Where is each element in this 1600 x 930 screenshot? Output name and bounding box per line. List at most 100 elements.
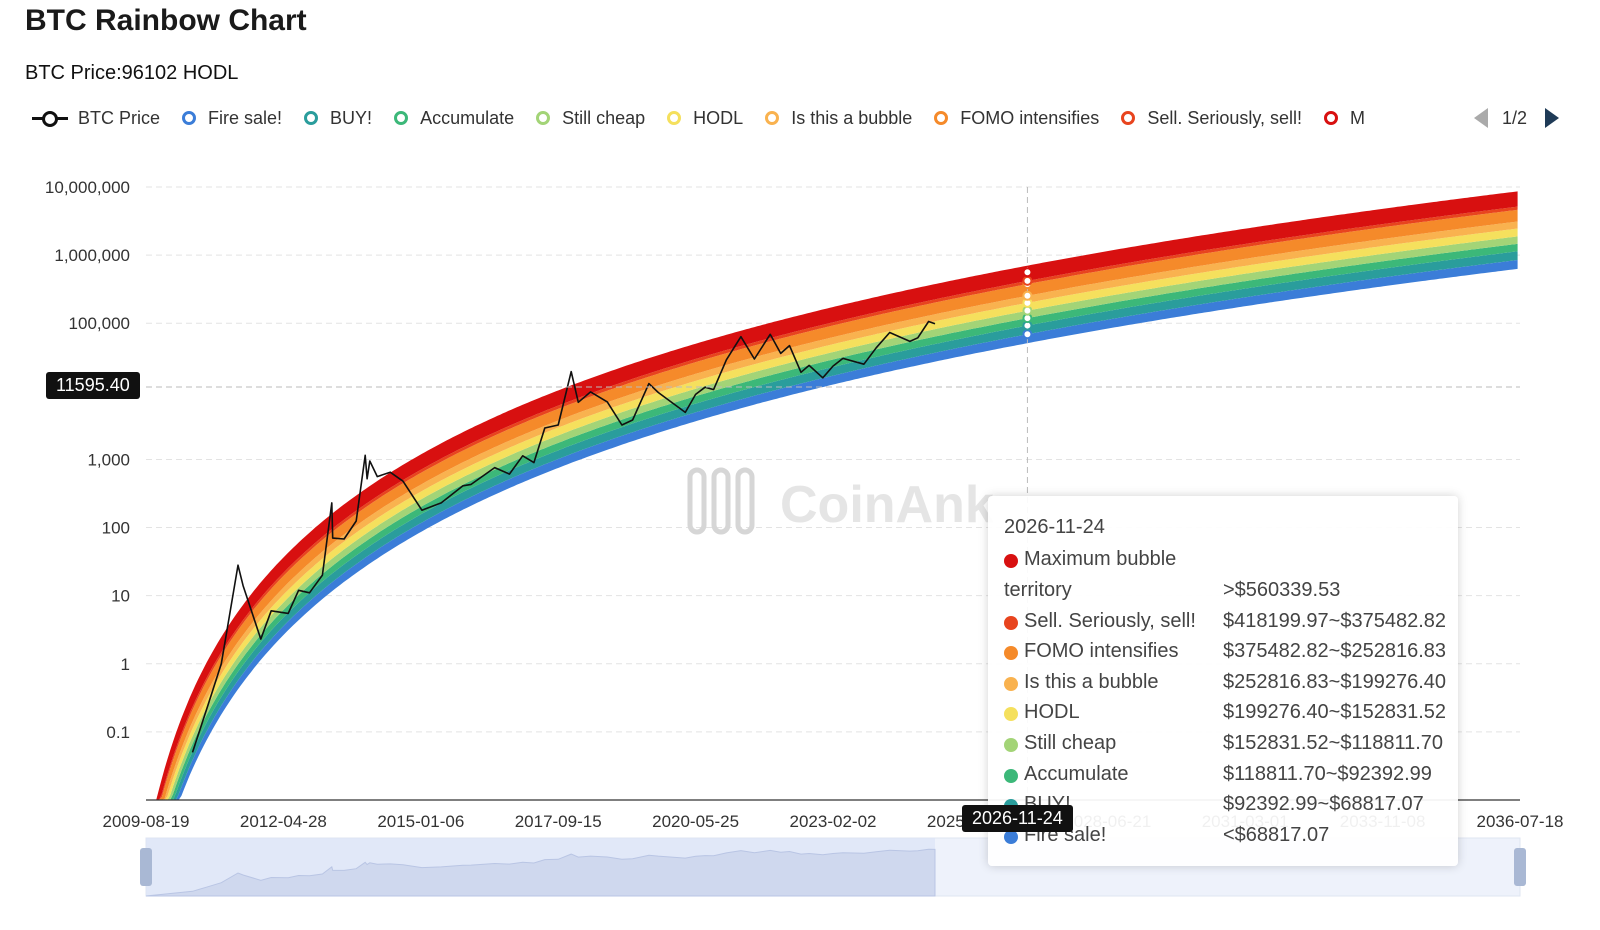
chevron-right-icon[interactable] [1545,108,1560,128]
color-dot-icon [1004,646,1018,661]
rainbow-band [147,260,1518,800]
legend-item[interactable]: HODL [667,103,743,133]
tooltip-band-range: $375482.82~$252816.83 [1223,640,1447,663]
color-dot-icon [1004,707,1018,722]
legend-label: Is this a bubble [791,107,913,128]
color-dot-icon [1004,738,1018,752]
tooltip-band-name: Sell. Seriously, sell! [1024,609,1196,632]
legend-label: Accumulate [420,107,515,128]
circle-marker-icon [304,111,319,125]
tooltip-band-name: Still cheap [1024,732,1117,754]
zoom-handle-right[interactable] [1514,848,1526,886]
chart-legend: BTC Price Fire sale! BUY! Accumulate Still c… [32,103,1600,133]
legend-pager: 1/2 [1468,103,1560,133]
legend-label: Sell. Seriously, sell! [1147,107,1303,128]
legend-label: M [1350,107,1366,128]
y-tick-label: 0.1 [106,723,130,742]
tooltip-band-range: $92392.99~$68817.07 [1223,793,1424,816]
chevron-left-icon[interactable] [1474,108,1488,128]
y-tick-label: 10 [111,587,130,606]
x-tick-label: 2020-05-25 [652,812,739,831]
circle-marker-icon [394,111,409,125]
tooltip-row: Is this a bubble $252816.83~$199276.40 [1004,671,1454,701]
tooltip-band-range: >$560339.53 [1223,579,1341,601]
crosshair-point [1022,305,1033,316]
legend-item[interactable]: FOMO intensifies [934,103,1099,133]
rainbow-band [147,206,1518,801]
y-tick-label: 10,000,000 [45,178,130,197]
y-tick-label: 1,000,000 [54,246,130,265]
legend-item[interactable]: Still cheap [536,103,645,133]
page-title: BTC Rainbow Chart [25,4,307,37]
tooltip-date: 2026-11-24 [1004,516,1105,538]
circle-marker-icon [667,111,682,125]
circle-marker-icon [1324,111,1339,125]
circle-marker-icon [182,111,197,125]
tooltip-band-range: $118811.70~$92392.99 [1223,762,1432,785]
zoom-slider-preview [145,848,936,897]
tooltip-band-name: Is this a bubble [1024,670,1159,693]
tooltip-band-name: FOMO intensifies [1024,640,1179,663]
crosshair-point [1022,267,1033,278]
color-dot-icon [1004,768,1018,783]
tooltip-row: Maximum bubble territory >$560339.53 [1004,548,1454,601]
tooltip-band-name-cont: territory [1004,579,1072,601]
x-tick-label: 2012-04-28 [240,812,327,831]
btc-price-line [191,320,936,753]
tooltip-row: FOMO intensifies $375482.82~$252816.83 [1004,640,1454,670]
legend-item[interactable]: Is this a bubble [765,103,912,133]
legend-item[interactable]: Sell. Seriously, sell! [1121,103,1302,133]
crosshair-x-label: 2026-11-24 [962,805,1073,832]
tooltip-band-range: $252816.83~$199276.40 [1223,670,1447,693]
color-dot-icon [1004,554,1018,568]
legend-item[interactable]: BTC Price [32,103,160,133]
crosshair-point [1022,329,1033,340]
crosshair-point [1022,290,1033,301]
legend-label: BUY! [330,107,373,128]
tooltip-band-name: HODL [1024,701,1080,724]
legend-item[interactable]: Accumulate [394,103,514,133]
legend-label: HODL [693,107,744,128]
legend-item[interactable]: Fire sale! [182,103,282,133]
circle-marker-icon [536,111,551,125]
tooltip-band-range: $418199.97~$375482.82 [1223,609,1447,632]
legend-label: Fire sale! [208,107,283,128]
tooltip-row: HODL $199276.40~$152831.52 [1004,701,1454,731]
legend-item[interactable]: M [1324,103,1365,133]
tooltip-band-range: $152831.52~$118811.70 [1223,732,1444,754]
legend-item[interactable]: BUY! [304,103,372,133]
x-tick-label: 2023-02-02 [790,812,877,831]
tooltip-band-range: $199276.40~$152831.52 [1223,701,1447,724]
tooltip-band-name: Accumulate [1024,762,1129,785]
y-tick-label: 100,000 [69,314,130,333]
legend-label: FOMO intensifies [960,107,1100,128]
y-tick-label: 1 [121,655,130,674]
x-tick-label: 2009-08-19 [103,812,190,831]
line-marker-icon [32,111,68,127]
rainbow-band [147,191,1518,800]
btc-price-summary: BTC Price:96102 HODL [25,62,239,84]
circle-marker-icon [934,111,949,125]
watermark-text: CoinAnk [780,476,994,534]
x-tick-label: 2017-09-15 [515,812,602,831]
color-dot-icon [1004,829,1018,844]
y-tick-label: 100 [102,519,130,538]
watermark-logo-icon [735,467,755,535]
tooltip-row: Accumulate $118811.70~$92392.99 [1004,763,1454,793]
tooltip-band-range: <$68817.07 [1223,823,1330,846]
x-tick-label: 2015-01-06 [377,812,464,831]
circle-marker-icon [765,111,780,125]
watermark-logo-icon [687,467,707,535]
chart-tooltip: 2026-11-24 Maximum bubble territory >$5603… [988,496,1458,866]
y-tick-label: 1,000 [87,450,130,469]
crosshair-y-label: 11595.40 [46,371,140,399]
zoom-handle-left[interactable] [140,848,152,886]
color-dot-icon [1004,615,1018,630]
rainbow-band [147,209,1518,801]
crosshair-point [1022,275,1033,286]
tooltip-row: Still cheap $152831.52~$118811.70 [1004,732,1454,762]
circle-marker-icon [1121,111,1136,125]
color-dot-icon [1004,676,1018,691]
tooltip-band-name: Maximum bubble [1024,548,1177,570]
